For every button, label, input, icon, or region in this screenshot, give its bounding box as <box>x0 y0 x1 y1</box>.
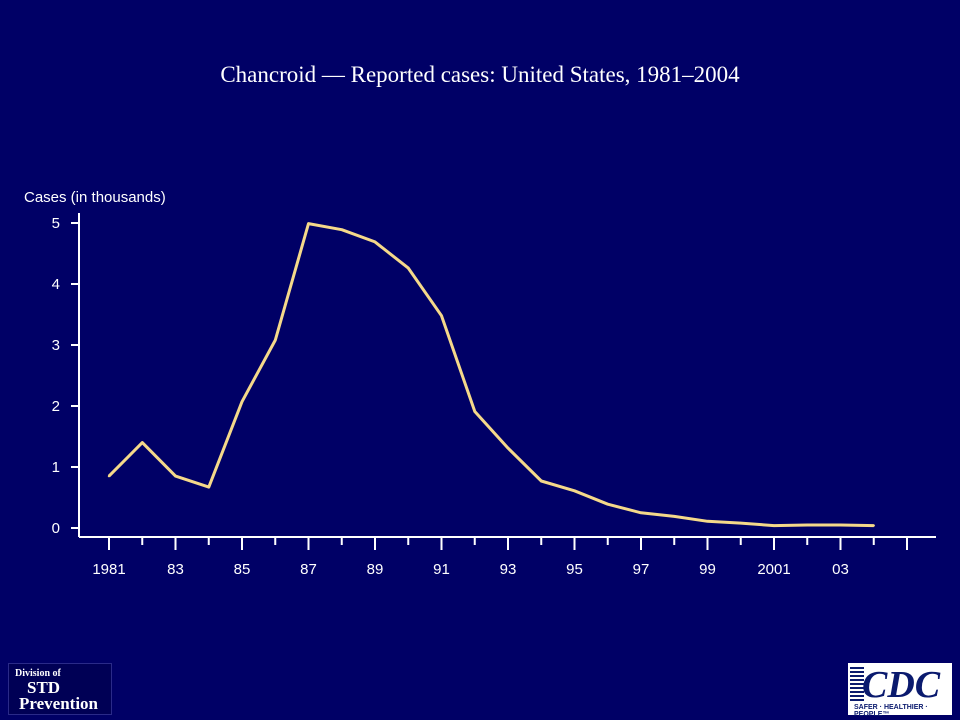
data-point <box>506 446 510 450</box>
series-layer <box>107 222 875 528</box>
data-point <box>240 400 244 403</box>
cdc-wordmark: CDC <box>862 664 941 706</box>
std-prevention-logo: Division of STD Prevention <box>8 663 112 715</box>
y-tick-label: 0 <box>52 520 60 537</box>
y-tick-label: 5 <box>52 215 60 232</box>
data-point <box>307 222 310 225</box>
y-axis-title: Cases (in thousands) <box>24 189 166 206</box>
data-point <box>573 489 576 492</box>
x-tick-label: 91 <box>433 561 450 578</box>
data-point <box>839 523 842 527</box>
data-point <box>806 523 809 527</box>
std-logo-line-2: STD <box>27 678 61 697</box>
x-tick-label: 85 <box>234 561 251 578</box>
x-tick-label: 87 <box>300 561 317 578</box>
y-tick-label: 1 <box>52 459 60 476</box>
data-point <box>772 524 776 527</box>
data-point <box>107 474 111 478</box>
x-tick-label: 95 <box>566 561 583 578</box>
x-tick-label: 93 <box>500 561 517 578</box>
data-point <box>373 240 377 244</box>
y-tick-label: 2 <box>52 398 60 415</box>
series-line <box>107 222 874 528</box>
x-tick-label: 1981 <box>92 561 125 578</box>
x-tick-label: 99 <box>699 561 716 578</box>
x-tick-label: 03 <box>832 561 849 578</box>
cdc-stripes-icon <box>850 667 864 701</box>
std-logo-line-3: Prevention <box>19 694 99 713</box>
data-point <box>639 511 643 514</box>
cdc-tagline: SAFER · HEALTHIER · PEOPLE™ <box>854 704 928 718</box>
y-axis: 0 1 2 3 4 5 <box>52 213 80 537</box>
x-axis: 1981 83 85 87 89 91 93 95 97 99 2001 03 <box>79 536 936 578</box>
data-point <box>606 503 609 506</box>
x-tick-label: 2001 <box>757 561 790 578</box>
data-point <box>440 314 443 317</box>
std-logo-line-1: Division of <box>15 668 61 679</box>
data-point <box>340 228 343 231</box>
data-point <box>141 441 144 444</box>
data-point <box>207 485 210 489</box>
y-tick-label: 3 <box>52 337 60 354</box>
x-tick-label: 89 <box>367 561 384 578</box>
data-point <box>872 524 875 527</box>
data-point <box>673 515 676 518</box>
data-point <box>174 474 177 478</box>
y-tick-label: 4 <box>52 276 60 293</box>
data-point <box>473 410 476 413</box>
data-point <box>540 479 543 483</box>
data-point <box>274 338 277 342</box>
data-point <box>739 521 742 525</box>
data-point <box>706 520 709 523</box>
chart-title: Chancroid — Reported cases: United State… <box>220 62 740 87</box>
x-tick-label: 97 <box>633 561 650 578</box>
cdc-logo: CDC SAFER · HEALTHIER · PEOPLE™ <box>848 663 952 718</box>
data-point <box>407 266 410 270</box>
x-tick-label: 83 <box>167 561 184 578</box>
